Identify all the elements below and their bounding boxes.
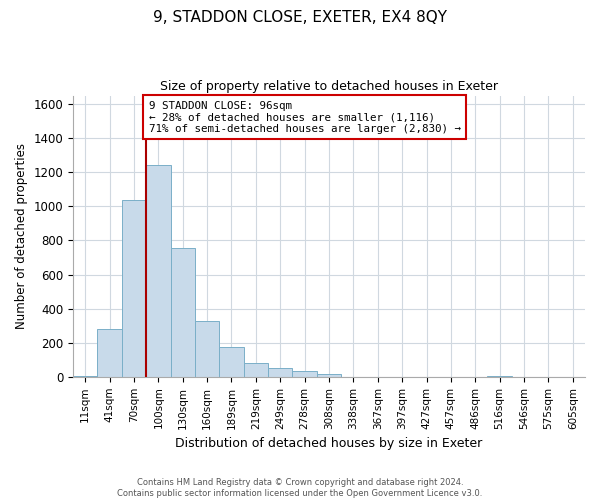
- X-axis label: Distribution of detached houses by size in Exeter: Distribution of detached houses by size …: [175, 437, 482, 450]
- Text: 9 STADDON CLOSE: 96sqm
← 28% of detached houses are smaller (1,116)
71% of semi-: 9 STADDON CLOSE: 96sqm ← 28% of detached…: [149, 100, 461, 134]
- Bar: [244, 363, 268, 377]
- Text: 9, STADDON CLOSE, EXETER, EX4 8QY: 9, STADDON CLOSE, EXETER, EX4 8QY: [153, 10, 447, 25]
- Bar: [220, 347, 244, 377]
- Bar: [146, 166, 170, 377]
- Bar: [73, 376, 97, 377]
- Y-axis label: Number of detached properties: Number of detached properties: [15, 143, 28, 329]
- Bar: [487, 376, 512, 377]
- Bar: [97, 329, 122, 377]
- Bar: [122, 200, 146, 377]
- Bar: [317, 374, 341, 377]
- Bar: [170, 248, 195, 377]
- Bar: [292, 371, 317, 377]
- Bar: [268, 368, 292, 377]
- Text: Contains HM Land Registry data © Crown copyright and database right 2024.
Contai: Contains HM Land Registry data © Crown c…: [118, 478, 482, 498]
- Title: Size of property relative to detached houses in Exeter: Size of property relative to detached ho…: [160, 80, 498, 93]
- Bar: [195, 322, 220, 377]
